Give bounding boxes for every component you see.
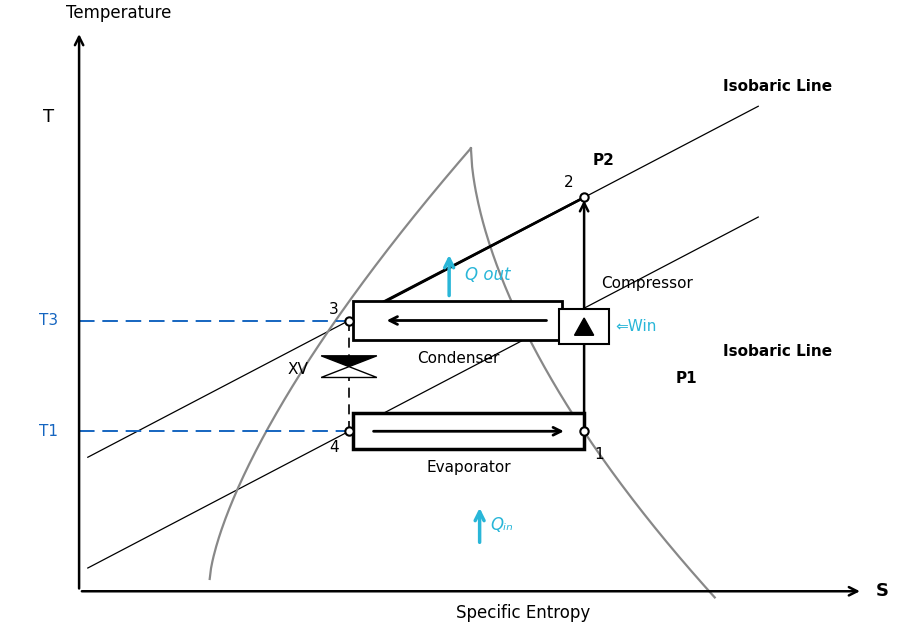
Text: ⇐Win: ⇐Win bbox=[616, 319, 657, 334]
Text: T: T bbox=[43, 108, 54, 126]
Text: S: S bbox=[876, 582, 889, 600]
Text: 3: 3 bbox=[329, 303, 338, 317]
Text: Isobaric Line: Isobaric Line bbox=[724, 344, 833, 359]
Text: Qᵢₙ: Qᵢₙ bbox=[490, 516, 512, 534]
Text: Condenser: Condenser bbox=[416, 351, 499, 365]
Text: Specific Entropy: Specific Entropy bbox=[456, 604, 590, 622]
Text: XV: XV bbox=[288, 362, 308, 378]
Text: Isobaric Line: Isobaric Line bbox=[724, 79, 833, 94]
Text: Temperature: Temperature bbox=[66, 4, 171, 22]
Text: Evaporator: Evaporator bbox=[426, 460, 511, 475]
Text: Q out: Q out bbox=[464, 266, 511, 284]
Text: P2: P2 bbox=[593, 153, 615, 168]
Text: 1: 1 bbox=[595, 447, 604, 462]
Text: P1: P1 bbox=[676, 371, 697, 387]
Polygon shape bbox=[321, 367, 377, 378]
FancyBboxPatch shape bbox=[559, 309, 610, 344]
Text: T3: T3 bbox=[39, 313, 58, 328]
FancyBboxPatch shape bbox=[354, 301, 562, 340]
Text: T1: T1 bbox=[39, 424, 58, 439]
Polygon shape bbox=[574, 318, 594, 335]
Text: 4: 4 bbox=[329, 440, 338, 456]
Text: 2: 2 bbox=[564, 175, 573, 190]
Text: Compressor: Compressor bbox=[601, 276, 693, 291]
FancyBboxPatch shape bbox=[354, 413, 584, 449]
Polygon shape bbox=[321, 356, 377, 367]
